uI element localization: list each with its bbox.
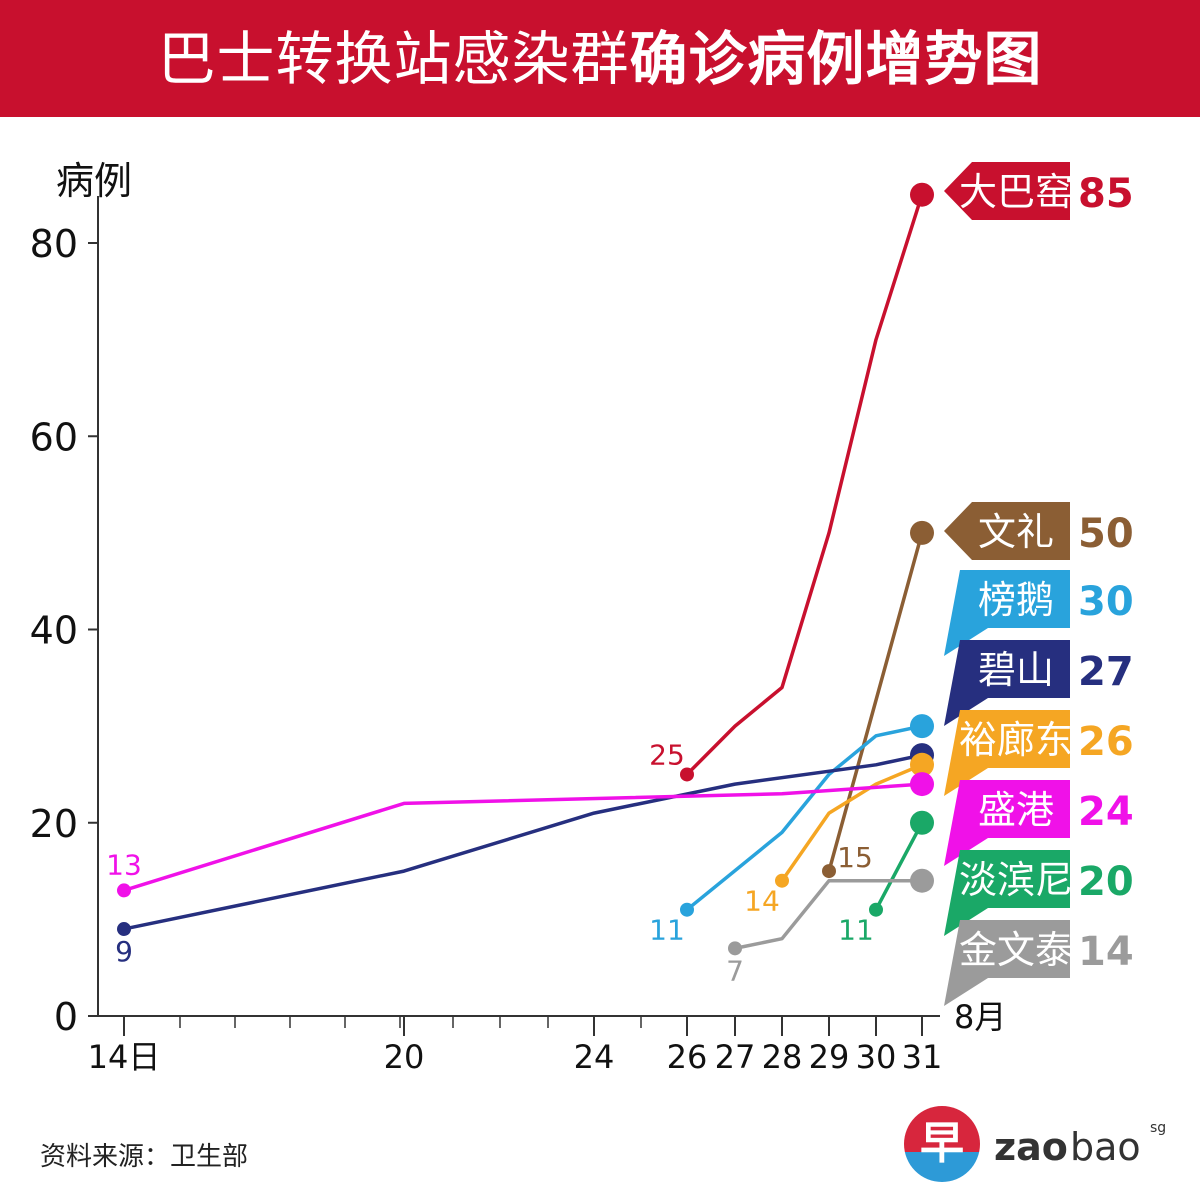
series-tag-name-5: 盛港 (978, 788, 1054, 832)
chart-title-light: 巴士转换站感染群 (157, 24, 630, 93)
x-tick-label: 31 (902, 1038, 943, 1076)
title-bar: 巴士转换站感染群确诊病例增势图 (0, 0, 1200, 117)
x-tick-label: 28 (762, 1038, 803, 1076)
series-line-5 (122, 782, 924, 893)
y-tick-label: 0 (54, 995, 78, 1039)
x-tick-label: 26 (667, 1038, 708, 1076)
series-start-label-5: 13 (106, 848, 142, 881)
series-tag-name-4: 裕廊东 (959, 718, 1073, 762)
series-line-4 (780, 763, 924, 883)
series-start-label-6: 11 (838, 914, 874, 947)
series-tag-1 (944, 502, 1070, 560)
series-start-label-1: 15 (837, 841, 873, 874)
chart-title: 巴士转换站感染群确诊病例增势图 (157, 30, 1042, 88)
series-end-marker-0 (910, 182, 934, 207)
series-tag-2 (944, 570, 1070, 656)
chart-axes: 病例 8月 (56, 159, 1006, 1036)
series-end-marker-6 (910, 810, 934, 835)
series-tag-3 (944, 640, 1070, 726)
series-start-marker-0 (680, 767, 694, 782)
chart-ticks: 0 20 40 60 80 14日 20 24 26 27 28 29 30 31 (30, 222, 943, 1076)
series-tag-value-4: 26 (1078, 719, 1134, 765)
y-tick-label: 40 (30, 609, 78, 653)
chart-series-lines (117, 182, 934, 956)
series-tag-value-3: 27 (1078, 649, 1134, 695)
series-start-marker-3 (117, 922, 131, 937)
series-start-marker-4 (775, 873, 789, 888)
x-tick-label: 27 (715, 1038, 756, 1076)
series-tag-value-2: 30 (1078, 579, 1134, 625)
logo-wordmark-bao: bao (1070, 1125, 1141, 1169)
series-tag-0 (944, 162, 1070, 220)
y-tick-label: 60 (30, 415, 78, 459)
series-tag-5 (944, 780, 1070, 866)
series-start-label-3: 9 (115, 935, 133, 968)
series-start-marker-1 (822, 864, 836, 879)
series-line-2 (685, 724, 924, 912)
series-line-7 (733, 878, 924, 951)
series-end-marker-5 (910, 772, 934, 797)
series-start-label-7: 7 (726, 954, 744, 987)
x-tick-label: 30 (856, 1038, 897, 1076)
series-end-marker-7 (910, 868, 934, 893)
series-tag-value-7: 14 (1078, 929, 1134, 975)
series-tag-name-3: 碧山 (978, 648, 1054, 692)
series-start-marker-2 (680, 902, 694, 917)
x-axis-suffix-label: 8月 (954, 998, 1006, 1036)
series-start-label-4: 14 (744, 885, 780, 918)
series-start-marker-7 (728, 941, 742, 956)
series-tag-7 (944, 920, 1070, 1006)
series-tag-6 (944, 850, 1070, 936)
x-tick-label: 20 (384, 1038, 425, 1076)
series-start-label-2: 11 (649, 914, 685, 947)
data-source: 资料来源：卫生部 (40, 1142, 249, 1172)
zaobao-logo: 早 zao bao sg (904, 1106, 1166, 1182)
series-start-marker-5 (117, 883, 131, 898)
series-tag-name-7: 金文泰 (959, 928, 1073, 972)
series-line-3 (122, 753, 924, 931)
chart-series-labels: 25 15 11 9 14 13 11 7 (106, 738, 874, 987)
series-tag-name-0: 大巴窑 (959, 170, 1073, 214)
series-tag-name-1: 文礼 (978, 510, 1054, 554)
x-tick-label: 29 (809, 1038, 850, 1076)
y-tick-label: 20 (30, 802, 78, 846)
series-line-0 (685, 192, 924, 777)
series-end-marker-2 (910, 714, 934, 739)
logo-wordmark-zao: zao (994, 1125, 1068, 1169)
series-tag-4 (944, 710, 1070, 796)
logo-mark: 早 (904, 1106, 980, 1182)
series-tag-value-5: 24 (1078, 789, 1134, 835)
x-tick-label: 14日 (88, 1038, 161, 1076)
series-tag-value-1: 50 (1078, 511, 1134, 557)
series-tag-name-2: 榜鹅 (978, 578, 1054, 622)
y-tick-label: 80 (30, 222, 78, 266)
y-axis-label: 病例 (56, 159, 132, 203)
chart-title-bold: 确诊病例增势图 (629, 24, 1043, 93)
logo-mark-char: 早 (920, 1118, 964, 1169)
series-end-marker-4 (910, 752, 934, 777)
series-tag-name-6: 淡滨尼 (959, 858, 1073, 902)
x-tick-label: 24 (574, 1038, 615, 1076)
series-tag-value-0: 85 (1078, 171, 1134, 217)
series-start-label-0: 25 (649, 738, 685, 771)
series-tag-value-6: 20 (1078, 859, 1134, 905)
series-end-marker-1 (910, 520, 934, 545)
series-line-6 (874, 821, 924, 912)
series-line-1 (827, 531, 924, 873)
logo-wordmark-sg: sg (1150, 1120, 1166, 1136)
series-start-marker-6 (869, 902, 883, 917)
